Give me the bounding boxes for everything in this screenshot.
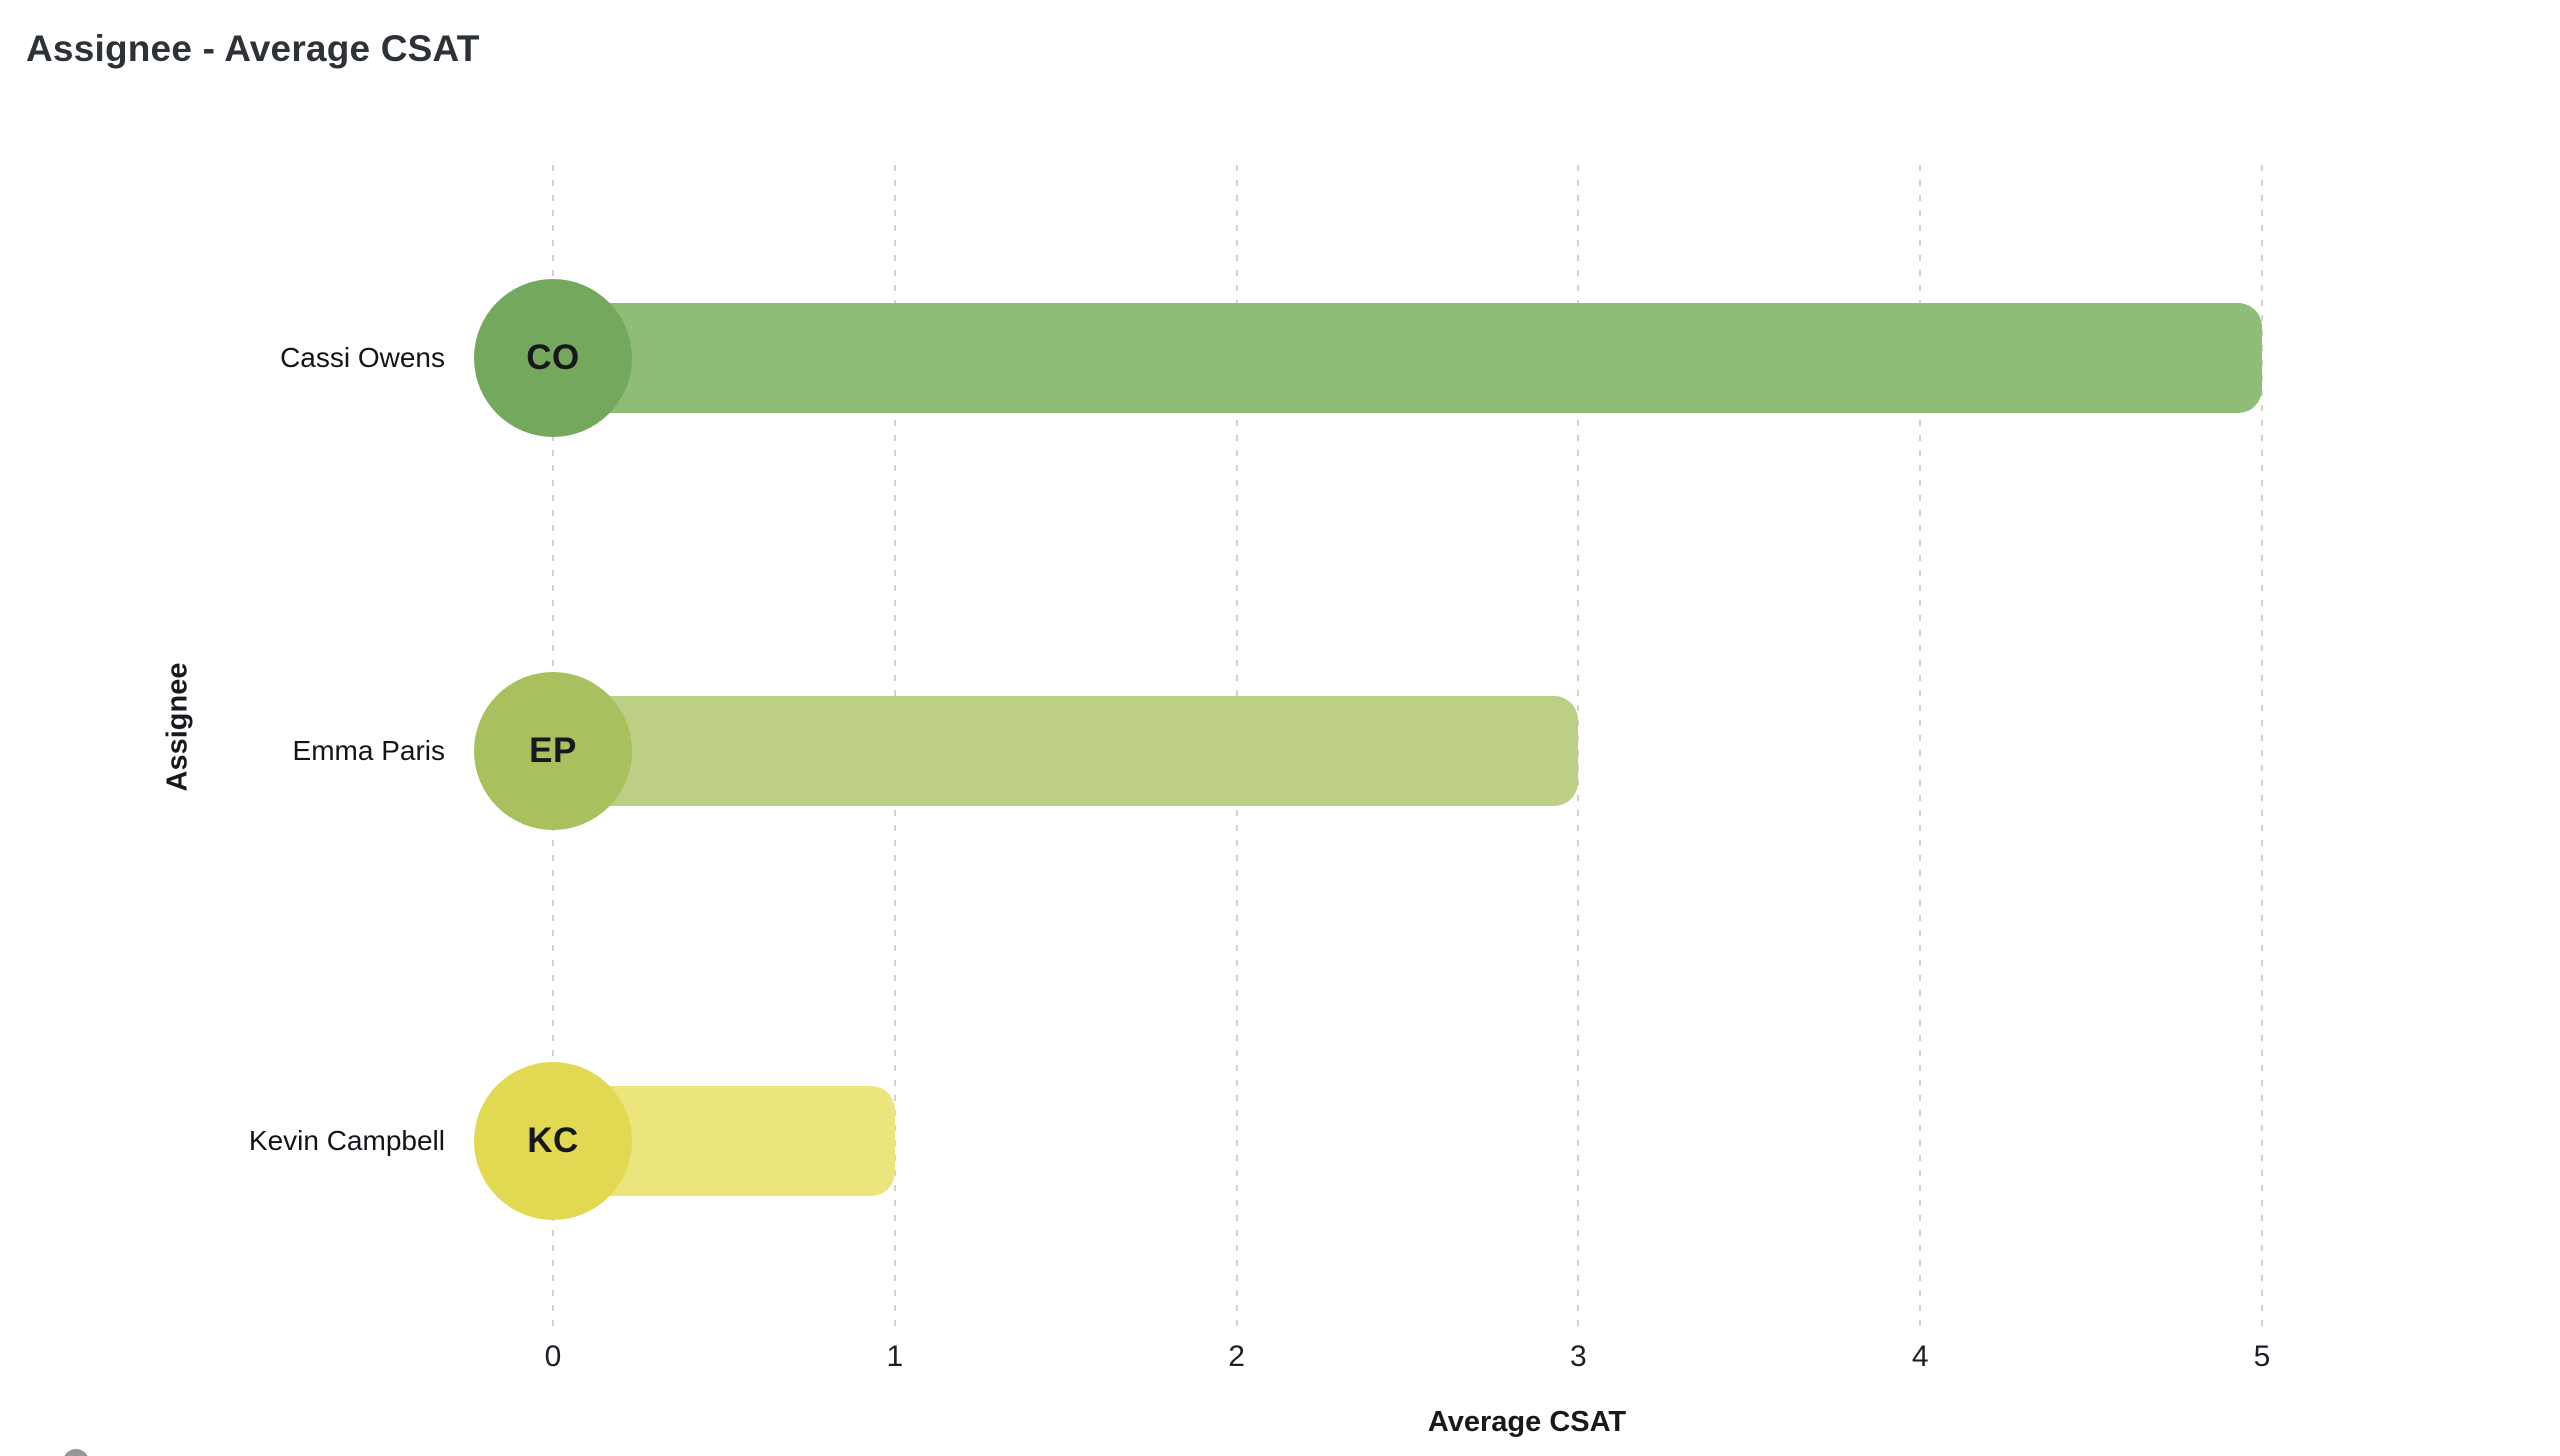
avatar-initials: KC [527,1121,579,1160]
x-tick-label: 1 [886,1340,904,1373]
chart-title: Assignee - Average CSAT [26,28,480,69]
avatar-initials: CO [526,338,580,377]
avatar-initials: EP [529,731,577,770]
category-label: Kevin Campbell [248,1125,445,1156]
bar-cassi-owens[interactable] [553,303,2262,413]
category-label: Cassi Owens [280,342,445,373]
gridline [1919,165,1922,1332]
y-axis-title: Assignee [161,662,194,792]
gridline [2261,165,2263,1332]
avatar[interactable]: EP [474,672,632,830]
avatar[interactable]: CO [474,279,632,437]
x-tick-label: 2 [1228,1340,1245,1373]
bar-emma-paris[interactable] [553,696,1579,806]
x-tick-label: 5 [2253,1340,2271,1373]
avatar[interactable]: KC [474,1062,632,1220]
x-tick-label: 3 [1570,1340,1587,1373]
x-tick-label: 0 [544,1340,562,1373]
gridline [1577,165,1580,1332]
category-label: Emma Paris [292,735,445,766]
x-tick-label: 4 [1911,1340,1929,1373]
x-axis-title: Average CSAT [1427,1406,1627,1438]
help-circle-icon[interactable] [63,1449,89,1456]
